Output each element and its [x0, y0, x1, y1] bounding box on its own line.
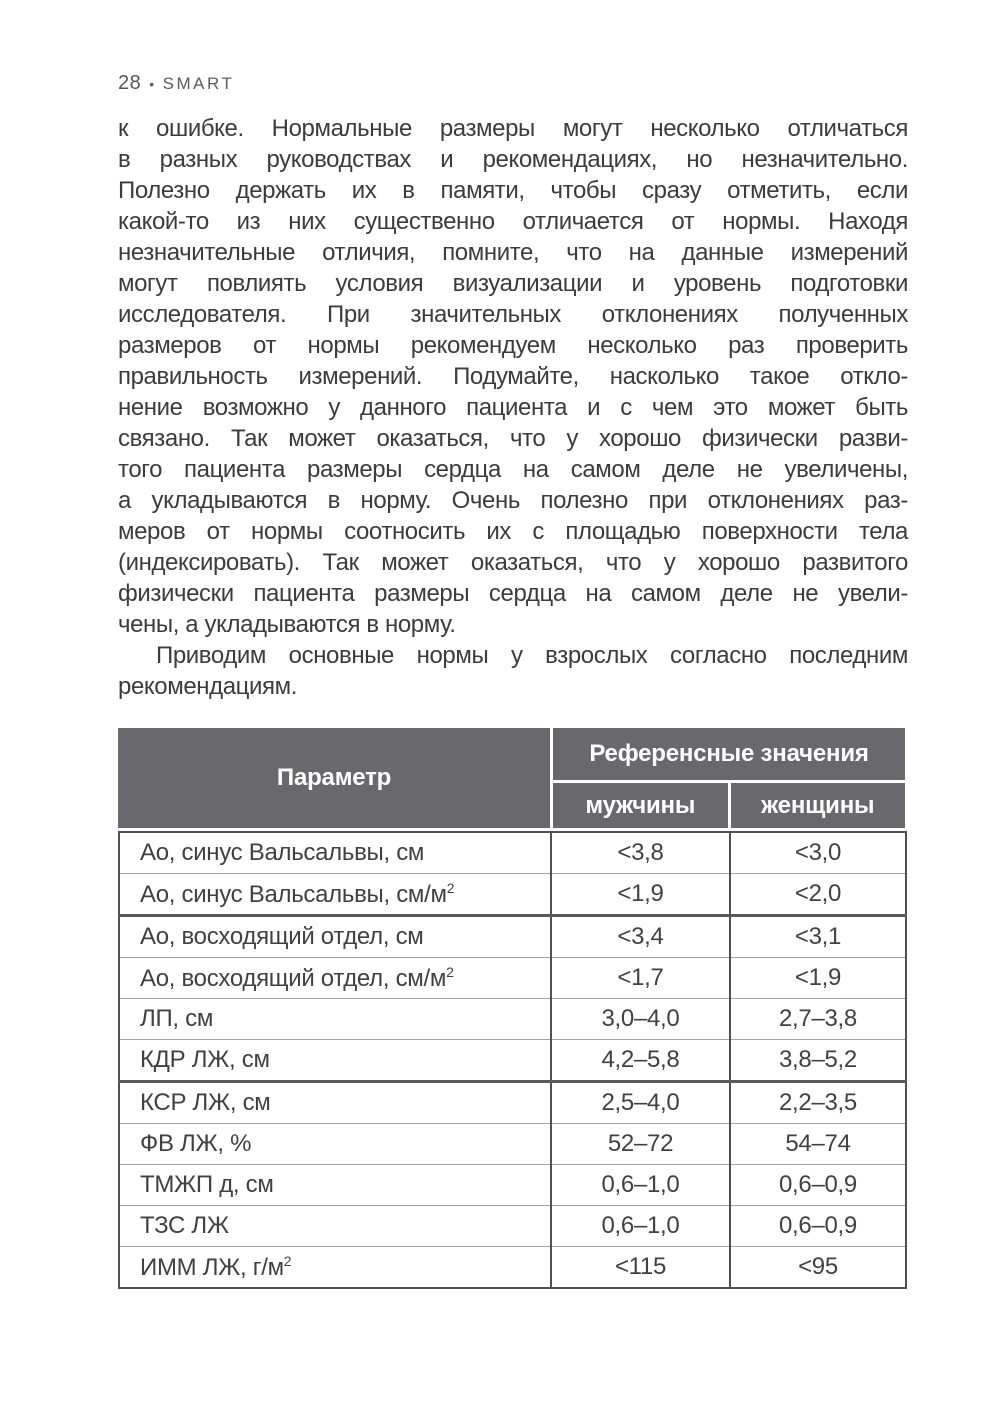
women-value-cell: 0,6–0,9 [729, 1205, 907, 1247]
parameter-cell: ТЗС ЛЖ [118, 1205, 552, 1247]
paragraph: к ошибке. Нормальные размеры могут неско… [118, 113, 908, 640]
men-value-cell: <115 [550, 1246, 731, 1289]
text-line: связано. Так может оказаться, что у хоро… [118, 425, 908, 452]
text-line: нение возможно у данного пациента и с че… [118, 394, 908, 421]
table-row: ЛП, см 3,0–4,0 2,7–3,8 [118, 998, 907, 1040]
men-value-cell: 0,6–1,0 [550, 1164, 731, 1206]
text-line: могут повлиять условия визуализации и ур… [118, 270, 908, 297]
parameter-cell: ИММ ЛЖ, г/м2 [118, 1246, 552, 1289]
women-value-cell: <1,9 [729, 957, 907, 999]
table-body-grid: Ао, синус Вальсальвы, см <3,8 <3,0 Ао, сину… [118, 831, 907, 1289]
table-row: КДР ЛЖ, см 4,2–5,8 3,8–5,2 [118, 1039, 907, 1083]
text-line: правильность измерений. Подумайте, наско… [118, 363, 908, 390]
column-header-men: мужчины [553, 783, 728, 828]
table-row: КСР ЛЖ, см 2,5–4,0 2,2–3,5 [118, 1081, 907, 1124]
parameter-cell: Ао, восходящий отдел, см/м2 [118, 957, 552, 999]
reference-values-table: Параметр Референсные значения мужчины же… [118, 728, 907, 1289]
table-body: Ао, синус Вальсальвы, см <3,8 <3,0 Ао, сину… [118, 831, 907, 1289]
table-row: ТМЖП д, см 0,6–1,0 0,6–0,9 [118, 1164, 907, 1206]
text-line: размеров от нормы рекомендуем несколько … [118, 332, 908, 359]
parameter-cell: ФВ ЛЖ, % [118, 1123, 552, 1165]
text-line: рекомендациям. [118, 673, 297, 700]
table-row: ИММ ЛЖ, г/м2 <115 <95 [118, 1246, 907, 1289]
text-line: а укладываются в норму. Очень полезно пр… [118, 487, 908, 514]
text-line: исследователя. При значительных отклонен… [118, 301, 908, 328]
text-line: к ошибке. Нормальные размеры могут неско… [118, 115, 908, 142]
bullet-separator: • [149, 75, 155, 92]
men-value-cell: <1,7 [550, 957, 731, 999]
women-value-cell: <95 [729, 1246, 907, 1289]
parameter-cell: КДР ЛЖ, см [118, 1039, 552, 1083]
parameter-cell: Ао, синус Вальсальвы, см [118, 831, 552, 874]
text-line: Приводим основные нормы у взрослых согла… [156, 642, 908, 669]
book-title: SMART [162, 73, 235, 93]
running-head: 28 • SMART [118, 72, 908, 95]
men-value-cell: 4,2–5,8 [550, 1039, 731, 1083]
women-value-cell: 3,8–5,2 [729, 1039, 907, 1083]
table-row: Ао, синус Вальсальвы, см/м2 <1,9 <2,0 [118, 873, 907, 917]
table-row: Ао, синус Вальсальвы, см <3,8 <3,0 [118, 831, 907, 874]
women-value-cell: 2,2–3,5 [729, 1081, 907, 1124]
text-line: физически пациента размеры сердца на сам… [118, 580, 908, 607]
parameter-cell: КСР ЛЖ, см [118, 1081, 552, 1124]
parameter-cell: Ао, синус Вальсальвы, см/м2 [118, 873, 552, 917]
table-row: Ао, восходящий отдел, см <3,4 <3,1 [118, 915, 907, 958]
women-value-cell: 0,6–0,9 [729, 1164, 907, 1206]
text-line: чены, а укладываются в норму. [118, 611, 456, 638]
paragraph: Приводим основные нормы у взрослых согла… [118, 640, 908, 702]
table-header: Параметр Референсные значения мужчины же… [118, 728, 905, 828]
parameter-cell: ТМЖП д, см [118, 1164, 552, 1206]
text-line: меров от нормы соотносить их с площадью … [118, 518, 908, 545]
text-line: (индексировать). Так может оказаться, чт… [118, 549, 908, 576]
page-number: 28 [118, 72, 142, 94]
men-value-cell: 52–72 [550, 1123, 731, 1165]
women-value-cell: <3,0 [729, 831, 907, 874]
men-value-cell: <1,9 [550, 873, 731, 917]
women-value-cell: <2,0 [729, 873, 907, 917]
men-value-cell: 2,5–4,0 [550, 1081, 731, 1124]
women-value-cell: 2,7–3,8 [729, 998, 907, 1040]
men-value-cell: 0,6–1,0 [550, 1205, 731, 1247]
parameter-cell: ЛП, см [118, 998, 552, 1040]
column-header-parameter: Параметр [118, 728, 550, 828]
text-line: того пациента размеры сердца на самом де… [118, 456, 908, 483]
text-line: незначительные отличия, помните, что на … [118, 239, 908, 266]
page-content: 28 • SMART к ошибке. Нормальные размеры … [118, 0, 908, 1289]
text-line: Полезно держать их в памяти, чтобы сразу… [118, 177, 908, 204]
column-header-women: женщины [730, 783, 905, 828]
women-value-cell: <3,1 [729, 915, 907, 958]
men-value-cell: 3,0–4,0 [550, 998, 731, 1040]
column-header-reference-values: Референсные значения [553, 728, 905, 780]
men-value-cell: <3,4 [550, 915, 731, 958]
text-line: какой-то из них существенно отличается о… [118, 208, 908, 235]
table-row: Ао, восходящий отдел, см/м2 <1,7 <1,9 [118, 957, 907, 999]
parameter-cell: Ао, восходящий отдел, см [118, 915, 552, 958]
table-row: ФВ ЛЖ, % 52–72 54–74 [118, 1123, 907, 1165]
table-row: ТЗС ЛЖ 0,6–1,0 0,6–0,9 [118, 1205, 907, 1247]
body-text: к ошибке. Нормальные размеры могут неско… [118, 113, 908, 702]
men-value-cell: <3,8 [550, 831, 731, 874]
text-line: в разных руководствах и рекомендациях, н… [118, 146, 908, 173]
women-value-cell: 54–74 [729, 1123, 907, 1165]
